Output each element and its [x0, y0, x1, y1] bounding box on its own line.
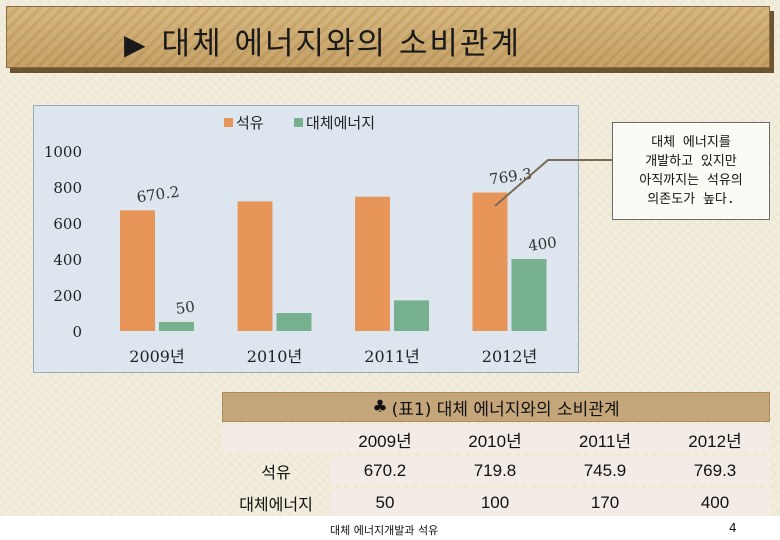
- table-cell: 100: [440, 489, 550, 517]
- club-icon: ♣: [372, 397, 388, 417]
- y-tick-label: 1000: [44, 143, 82, 161]
- table-header-cell: 2010년: [440, 425, 550, 453]
- table-row: 석유 670.2 719.8 745.9 769.3: [222, 457, 770, 485]
- data-label: 50: [175, 297, 196, 317]
- slide-title: ▶ 대체 에너지와의 소비관계: [124, 18, 521, 63]
- data-label: 769.3: [488, 165, 533, 189]
- callout-text: 대체 에너지를 개발하고 있지만 아직까지는 석유의 의존도가 높다.: [639, 135, 743, 207]
- x-tick-label: 2012년: [482, 347, 537, 366]
- legend-swatch: [224, 118, 233, 127]
- x-tick-label: 2010년: [247, 347, 302, 366]
- table-cell: 170: [550, 489, 660, 517]
- y-tick-label: 400: [53, 251, 82, 269]
- data-label: 400: [527, 233, 558, 255]
- row-label-alternative-energy: 대체에너지: [239, 495, 313, 514]
- table-header-cell: [222, 425, 330, 453]
- title-banner: ▶ 대체 에너지와의 소비관계: [6, 6, 770, 68]
- table-cell: 400: [660, 489, 770, 517]
- table-caption-text: (표1) 대체 에너지와의 소비관계: [391, 399, 620, 420]
- table-header-cell: 2009년: [330, 425, 440, 453]
- table-cell: 769.3: [660, 457, 770, 485]
- table-header-cell: 2012년: [660, 425, 770, 453]
- y-tick-label: 600: [53, 215, 82, 233]
- play-triangle-icon: ▶: [124, 28, 148, 61]
- footer-text: 대체 에너지개발과 석유: [330, 524, 439, 537]
- table-cell: 670.2: [330, 457, 440, 485]
- callout-box: 대체 에너지를 개발하고 있지만 아직까지는 석유의 의존도가 높다.: [612, 122, 770, 220]
- table-header-cell: 2011년: [550, 425, 660, 453]
- bar-chart-svg: 0 200 400 600 800 1000 2009년 2010년 2011년 2012년 670…: [44, 114, 558, 366]
- bar: [159, 322, 194, 331]
- bar: [237, 201, 273, 331]
- x-tick-label: 2009년: [129, 347, 184, 366]
- x-tick-label: 2011년: [364, 347, 419, 366]
- table-cell: 719.8: [440, 457, 550, 485]
- table-row: 대체에너지 50 100 170 400: [222, 489, 770, 517]
- table-caption: ♣ (표1) 대체 에너지와의 소비관계: [222, 392, 770, 422]
- page-number: 4: [729, 521, 737, 535]
- table-header-row: 2009년 2010년 2011년 2012년: [222, 425, 770, 453]
- slide-title-text: 대체 에너지와의 소비관계: [161, 26, 521, 62]
- y-tick-label: 800: [53, 179, 82, 197]
- row-label-oil: 석유: [261, 463, 291, 482]
- y-tick-label: 0: [72, 323, 82, 341]
- bar: [472, 192, 508, 331]
- bar: [276, 313, 312, 331]
- bar-chart: 0 200 400 600 800 1000 2009년 2010년 2011년 2012년 670…: [33, 105, 579, 373]
- bar: [120, 210, 155, 331]
- table-cell: 50: [330, 489, 440, 517]
- data-label: 670.2: [136, 183, 181, 207]
- legend-label: 대체에너지: [306, 114, 375, 132]
- y-tick-label: 200: [53, 287, 82, 305]
- footer-bar: [0, 516, 780, 540]
- bar: [511, 259, 547, 331]
- bar: [394, 300, 429, 331]
- data-table: 2009년 2010년 2011년 2012년 석유 670.2 719.8 7…: [222, 421, 770, 521]
- bar: [355, 196, 390, 331]
- table-cell: 745.9: [550, 457, 660, 485]
- legend-swatch: [294, 118, 303, 127]
- legend-label: 석유: [236, 114, 264, 132]
